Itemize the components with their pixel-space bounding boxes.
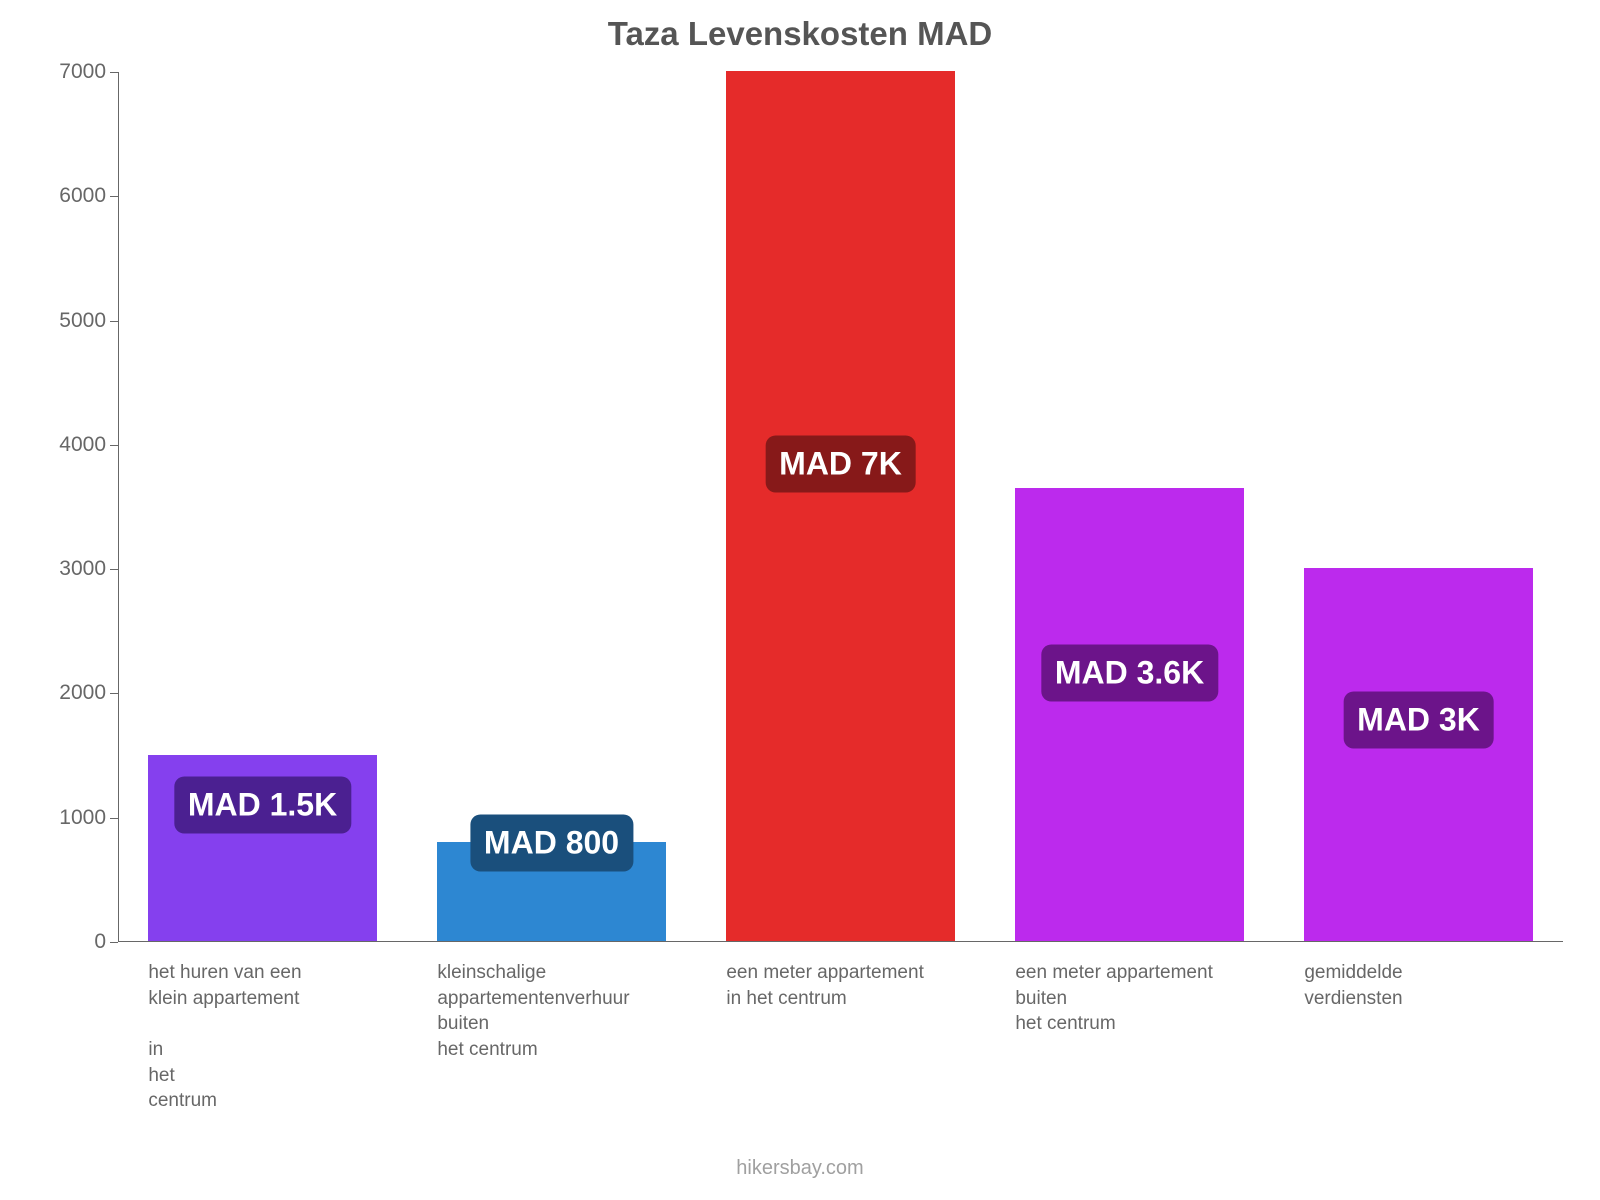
x-category-label: een meter appartement in het centrum xyxy=(726,942,951,1011)
plot-area: 01000200030004000500060007000MAD 1.5Khet… xyxy=(118,72,1563,942)
bar xyxy=(726,71,954,941)
chart-title: Taza Levenskosten MAD xyxy=(0,15,1600,53)
bar-value-label: MAD 7K xyxy=(765,435,916,492)
y-tick-mark xyxy=(110,445,118,446)
attribution: hikersbay.com xyxy=(0,1157,1600,1180)
y-tick-mark xyxy=(110,818,118,819)
y-tick-mark xyxy=(110,569,118,570)
bar-value-label: MAD 3K xyxy=(1343,691,1494,748)
y-tick-mark xyxy=(110,321,118,322)
bar-value-label: MAD 3.6K xyxy=(1041,644,1218,701)
bar-value-label: MAD 800 xyxy=(470,814,633,871)
x-category-label: gemiddelde verdiensten xyxy=(1304,942,1529,1011)
x-category-label: kleinschalige appartementenverhuur buite… xyxy=(437,942,662,1063)
y-tick-mark xyxy=(110,942,118,943)
bar xyxy=(1015,488,1243,941)
y-tick-mark xyxy=(110,72,118,73)
bar-value-label: MAD 1.5K xyxy=(174,777,351,834)
x-category-label: het huren van een klein appartement in h… xyxy=(148,942,373,1114)
bar-chart: Taza Levenskosten MAD 010002000300040005… xyxy=(0,0,1600,1200)
x-category-label: een meter appartement buiten het centrum xyxy=(1015,942,1240,1037)
y-axis xyxy=(118,72,119,942)
y-tick-mark xyxy=(110,693,118,694)
y-tick-mark xyxy=(110,196,118,197)
bar xyxy=(1304,568,1532,941)
